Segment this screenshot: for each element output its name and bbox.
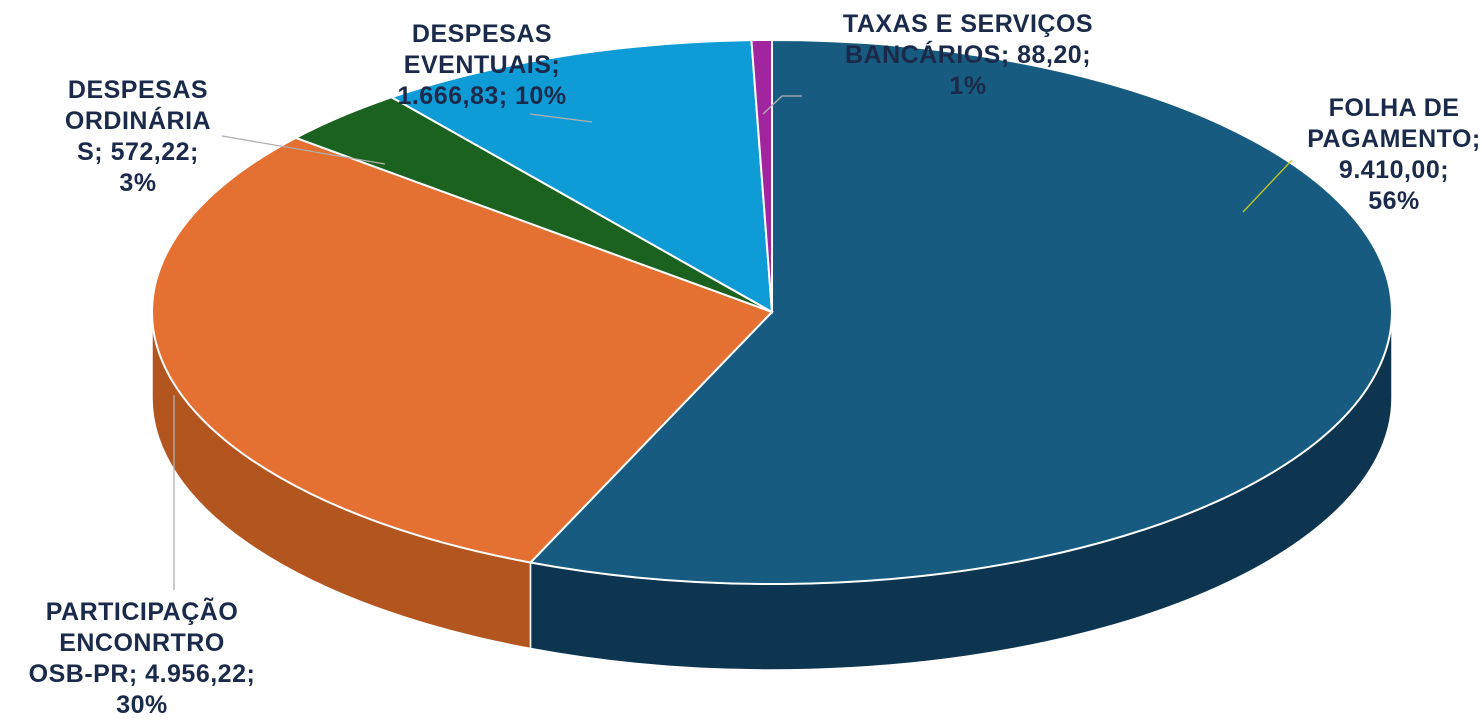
pie-slice	[389, 39, 774, 314]
slice-label-line: TAXAS E SERVIÇOS	[843, 10, 1093, 38]
slice-label-line: 1.666,83; 10%	[397, 82, 566, 110]
leader-line	[529, 113, 593, 123]
slice-label-line: FOLHA DE	[1329, 94, 1460, 122]
slice-label: DESPESAS ORDINÁRIA S; 572,22; 3%	[65, 76, 211, 197]
slice-label: FOLHA DE PAGAMENTO; 9.410,00; 56%	[1307, 94, 1481, 215]
slice-label-line: ORDINÁRIA	[65, 106, 211, 135]
pie-slice	[151, 136, 774, 564]
leader-line	[1242, 159, 1293, 213]
leader-line	[762, 95, 802, 115]
slice-label-line: ENCONRTRO	[59, 629, 225, 657]
leader-line	[221, 135, 386, 165]
slice-label-line: 56%	[1368, 187, 1420, 215]
slice-label-line: 3%	[119, 169, 156, 197]
slice-label: TAXAS E SERVIÇOS BANCÁRIOS; 88,20; 1%	[843, 10, 1093, 100]
pie-slice	[750, 38, 773, 313]
slice-label-line: 9.410,00;	[1339, 156, 1449, 184]
slice-label: PARTICIPAÇÃO ENCONRTRO OSB-PR; 4.956,22; 30…	[29, 596, 256, 719]
pie-slice	[528, 38, 1393, 585]
slice-label: DESPESAS EVENTUAIS; 1.666,83; 10%	[397, 20, 566, 110]
slice-label-line: DESPESAS	[68, 76, 208, 104]
slice-label-line: PARTICIPAÇÃO	[46, 596, 239, 626]
data-labels: FOLHA DE PAGAMENTO; 9.410,00; 56% PARTICIPAÇ…	[29, 10, 1481, 719]
slice-label-line: OSB-PR; 4.956,22;	[29, 660, 256, 688]
slice-label-line: PAGAMENTO;	[1307, 125, 1481, 153]
leader-lines	[173, 95, 1293, 590]
pie-slices	[151, 38, 1393, 585]
slice-label-line: DESPESAS	[412, 20, 552, 48]
slice-label-line: 30%	[116, 691, 168, 719]
slice-label-line: 1%	[949, 72, 986, 100]
slice-label-line: BANCÁRIOS; 88,20;	[845, 40, 1091, 69]
slice-label-line: EVENTUAIS;	[404, 51, 560, 79]
slice-label-line: S; 572,22;	[77, 138, 199, 166]
